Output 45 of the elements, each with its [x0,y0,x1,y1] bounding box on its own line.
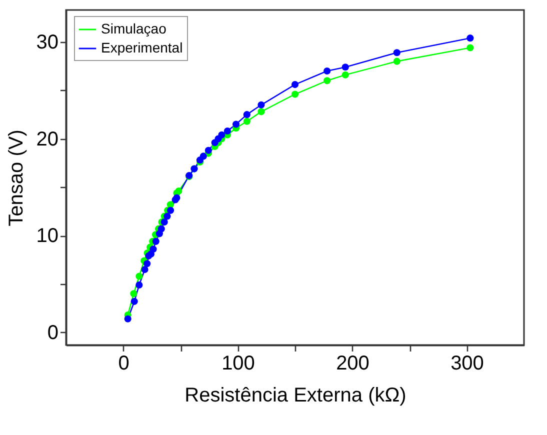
point [393,49,400,56]
point [164,212,171,220]
point [324,67,331,75]
point [150,246,157,253]
point [218,131,226,138]
x-tick-label: 0 [118,352,130,374]
point [204,146,212,154]
x-tick-label: 300 [450,352,484,374]
point [324,77,331,84]
point [466,44,474,52]
point [243,118,250,125]
y-tick-label: 0 [47,322,58,344]
point [258,101,265,108]
point [130,298,138,305]
point [393,58,400,65]
x-axis-title: Resistência Externa (kΩ) [184,384,406,406]
y-axis-title: Tensao (V) [5,130,28,226]
point [130,290,138,298]
x-tick-label: 200 [336,352,370,374]
legend-label: Simulaçao [101,20,167,36]
point [342,64,349,71]
point [167,206,174,214]
point [136,272,143,280]
point [224,127,231,135]
point [243,111,250,118]
y-tick-label: 10 [36,225,58,248]
point [200,152,207,160]
point [291,90,299,98]
point [152,238,160,245]
point [291,81,299,88]
legend-label: Experimental [101,40,183,56]
point [144,260,151,268]
y-tick-label: 20 [36,128,58,150]
point [342,71,349,78]
point [158,225,165,232]
point [166,201,174,208]
point [141,266,148,274]
point [136,281,143,288]
x-tick-label: 100 [222,352,255,374]
point [232,120,240,128]
point [466,34,474,42]
point [160,218,168,226]
point [258,108,265,116]
y-tick-label: 30 [36,31,58,54]
point [124,315,132,322]
